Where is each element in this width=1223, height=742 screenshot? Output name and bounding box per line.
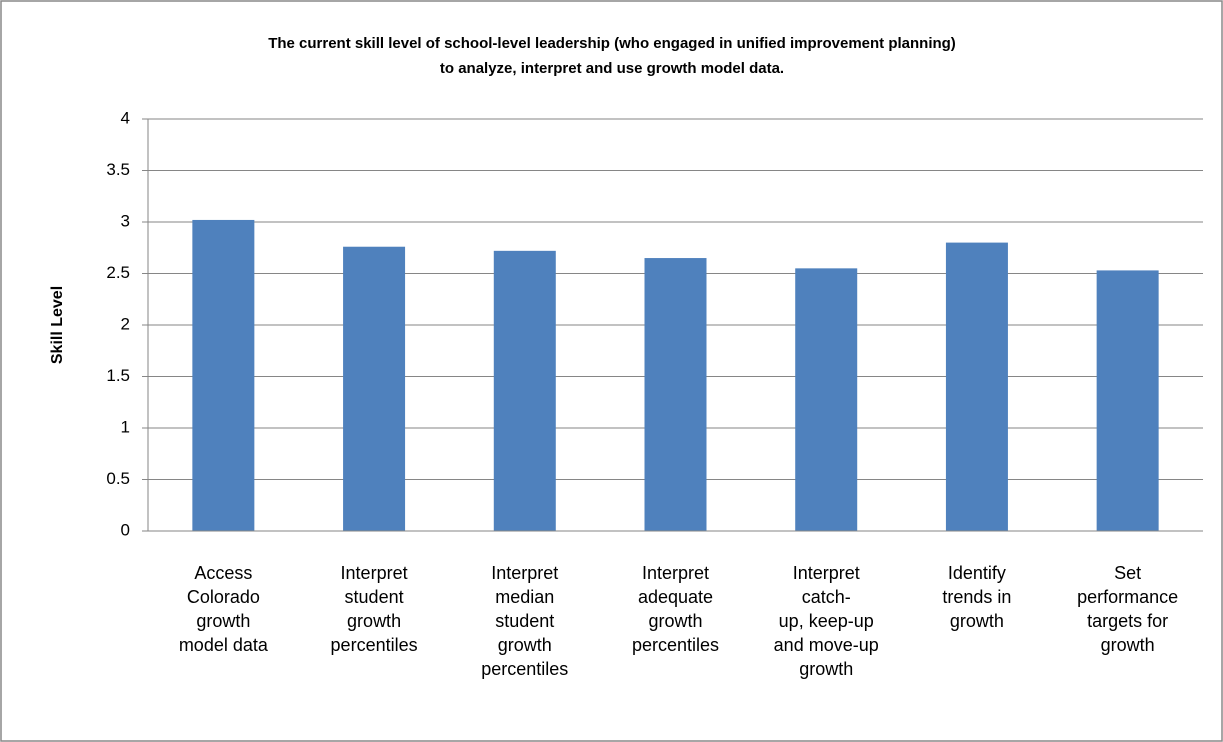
x-tick-label: Interpret median student growth percentiles: [481, 563, 568, 679]
y-tick-label: 1: [121, 417, 130, 436]
bar: [343, 246, 406, 531]
y-tick-label: 0: [121, 520, 130, 539]
bar: [192, 219, 255, 531]
x-tick-label: Set performance targets for growth: [1077, 563, 1178, 655]
y-tick-label: 0.5: [106, 469, 130, 488]
y-tick-label: 4: [121, 108, 130, 127]
y-axis-label: Skill Level: [49, 286, 66, 364]
bar: [795, 268, 858, 531]
x-tick-label: Interpret student growth percentiles: [331, 563, 418, 655]
x-tick-label: Access Colorado growth model data: [179, 563, 269, 655]
y-tick-label: 3: [121, 211, 130, 230]
y-tick-label: 2: [121, 314, 130, 333]
bar: [493, 250, 556, 531]
bar: [945, 242, 1008, 531]
bar: [1096, 270, 1159, 531]
y-tick-label: 1.5: [106, 366, 130, 385]
x-tick-label: Interpret adequate growth percentiles: [632, 563, 719, 655]
y-tick-label: 3.5: [106, 160, 130, 179]
bar: [644, 258, 707, 531]
x-tick-label: Interpret catch-up, keep-up and move-up gro…: [774, 563, 879, 679]
y-tick-label: 2.5: [106, 263, 130, 282]
x-tick-label: Identify trends in growth: [942, 563, 1011, 631]
chart-title: The current skill level of school-level …: [268, 35, 956, 77]
